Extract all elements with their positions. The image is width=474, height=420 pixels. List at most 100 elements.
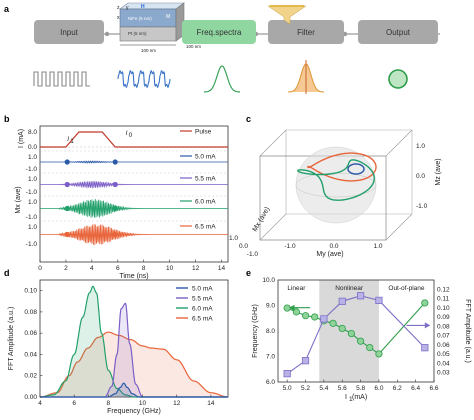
freq-spectra-box-label: Freq.spectra [197, 28, 242, 37]
frequency-point [329, 319, 337, 327]
frequency-point [292, 308, 300, 316]
x-tick: 0.0 [239, 243, 248, 250]
c-zlabel: Mz (ave) [435, 158, 442, 185]
output-circle-icon [388, 69, 408, 89]
frequency-point [338, 324, 346, 333]
spectrum-line-1 [40, 302, 228, 398]
d-xlabel: Frequency (GHz) [107, 408, 161, 415]
ytick-left: 6.0 [266, 379, 275, 386]
mx-trace-0 [40, 160, 228, 164]
xtick-label: 4 [38, 400, 42, 407]
xtick-label: 6.0 [374, 385, 383, 392]
e-ylabel-left: Frequency (GHz) [252, 304, 259, 358]
ytick-left: 10.0 [262, 277, 275, 284]
xtick-label: 6.2 [393, 385, 402, 392]
legend-label-pulse: Pulse [195, 129, 212, 136]
amplitude-point [356, 292, 365, 300]
z-tick: 0.0 [416, 173, 425, 180]
pulse-annotation-i0: I [126, 130, 128, 137]
frequency-point [366, 343, 374, 352]
svg-text:x: x [117, 15, 120, 21]
pulse-ylabel: I (mA) [18, 129, 25, 148]
ytick-right: 0.04 [437, 360, 450, 367]
xtick-label: 6 [72, 400, 76, 407]
panel-d: d 4 6 8 10 12 14 0.00 0.02 0.04 0.06 0.08 0.10 Frequ… [4, 268, 229, 415]
cube-edge [259, 213, 287, 241]
xtick-label: 6.4 [411, 385, 420, 392]
cube-edge [385, 213, 413, 241]
xtick-label: 12 [173, 400, 181, 407]
panel-letter-c: c [246, 114, 251, 124]
input-box-label: Input [60, 28, 79, 37]
c-ylabel: My (ave) [316, 251, 343, 258]
spectrum-line-3 [39, 331, 229, 398]
svg-text:NiFe (5 nm): NiFe (5 nm) [128, 16, 152, 21]
y-tick: 0.0 [329, 243, 338, 250]
pulse-ytick: 8.0 [28, 129, 37, 136]
xtick-label: 2 [64, 265, 68, 272]
ytick-left: 9.0 [266, 303, 275, 310]
b-xlabel: Time (ns) [119, 273, 148, 280]
right-arrow-head [424, 322, 431, 329]
y-tick: -1.0 [284, 243, 296, 250]
ytick-label: 0.06 [24, 330, 37, 337]
ytick-right: 0.05 [437, 351, 450, 358]
amplitude-point [283, 370, 291, 378]
end-marker [112, 205, 118, 212]
amplitude-point [338, 297, 346, 305]
amplitude-point [375, 296, 383, 305]
legend-label: 5.0 mA [192, 286, 213, 293]
cube-edge [385, 129, 413, 157]
ytick: 1.0 [28, 224, 37, 231]
e-xlabel-sub: 1 [349, 396, 353, 403]
e-xlabel: I [345, 394, 347, 401]
frequency-point [283, 304, 291, 312]
output-box-label: Output [386, 28, 411, 37]
xtick-label: 10 [139, 400, 147, 407]
pulse-line [40, 131, 228, 148]
pulse-annotation-i0-sub: 0 [129, 132, 133, 139]
panel-letter-b: b [4, 114, 10, 124]
ytick-label: 0.00 [24, 394, 37, 401]
panel-letter-d: d [4, 268, 10, 278]
xtick-label: 4 [90, 265, 94, 272]
end-marker [112, 159, 118, 165]
x-tick: 1.0 [229, 235, 238, 242]
mx-trace-1 [40, 180, 228, 189]
plot-frame [277, 279, 435, 383]
frequency-point [375, 350, 383, 358]
legend-label: 5.5 mA [192, 296, 213, 303]
gaussian-spectrum-icon [203, 65, 241, 93]
bloch-sphere [295, 146, 377, 224]
cube-edge [259, 129, 287, 157]
svg-text:z: z [117, 5, 120, 11]
legend-label: 6.0 mA [192, 306, 213, 313]
svg-text:M: M [166, 14, 170, 20]
pulse-annotation-i1: I [67, 136, 69, 143]
frequency-point [421, 299, 429, 307]
ytick-right: 0.07 [437, 333, 450, 340]
filter-box [268, 20, 344, 44]
pulse-annotation-i1-sub: 1 [70, 138, 74, 145]
start-marker [64, 181, 70, 188]
panel-letter-e: e [246, 268, 251, 278]
ytick-right: 0.12 [437, 286, 450, 293]
mx-ylabel: Mx (ave) [15, 186, 22, 213]
ytick-left: 7.0 [266, 354, 275, 361]
svg-text:Pt (5 nm): Pt (5 nm) [128, 31, 147, 36]
legend-label: 6.0 mA [195, 199, 216, 206]
freq-spectra-box [182, 20, 256, 44]
start-marker [64, 205, 70, 212]
amplitude-point [421, 344, 429, 352]
e-ylabel-right: FFT Amplitude (a.u.) [464, 299, 471, 363]
xtick-label: 5.8 [356, 385, 365, 392]
connector-dot [104, 31, 110, 37]
svg-text:100 nm: 100 nm [141, 48, 156, 53]
pulse-ytick: 0.0 [28, 144, 37, 151]
filtered-spectrum-icon [287, 60, 325, 94]
ytick-right: 0.06 [437, 342, 450, 349]
z-tick: 1.0 [416, 143, 425, 150]
d-ylabel: FFT Amplitude (a.u.) [8, 307, 15, 371]
xtick-label: 14 [218, 265, 226, 272]
xtick-label: 14 [207, 400, 215, 407]
